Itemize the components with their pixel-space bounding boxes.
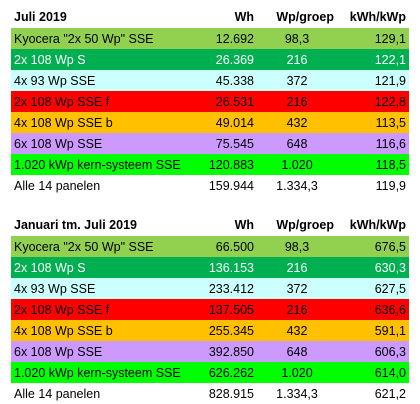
row-label: 2x 108 Wp SSE f bbox=[14, 94, 110, 109]
table-row: Kyocera "2x 50 Wp" SSE 66.500 98,3 676,5 bbox=[11, 236, 409, 257]
row-wh: 159.944 bbox=[208, 178, 254, 193]
column-header-wp-groep: Wp/groep bbox=[276, 218, 334, 232]
period-title: Januari tm. Juli 2019 bbox=[14, 218, 137, 232]
row-label: 4x 108 Wp SSE b bbox=[14, 115, 113, 130]
row-kwh: 676,5 bbox=[374, 239, 406, 254]
row-wh: 233.412 bbox=[208, 281, 254, 296]
table-juli-2019: Juli 2019 Wh Wp/groep kWh/kWp Kyocera "2… bbox=[11, 6, 409, 196]
row-wh: 137.505 bbox=[208, 302, 254, 317]
table-row: 1.020 kWp kern-systeem SSE 626.262 1.020 61… bbox=[11, 362, 409, 383]
table-row: 4x 108 Wp SSE b 255.345 432 591,1 bbox=[11, 320, 409, 341]
row-wh: 26.369 bbox=[215, 52, 254, 67]
row-kwh: 591,1 bbox=[374, 323, 406, 338]
table-row: 6x 108 Wp SSE 392.850 648 606,3 bbox=[11, 341, 409, 362]
row-label: Alle 14 panelen bbox=[14, 178, 101, 193]
row-kwh: 121,9 bbox=[374, 73, 406, 88]
row-wp: 1.020 bbox=[281, 365, 313, 380]
row-kwh: 621,2 bbox=[374, 386, 406, 401]
table-row: Kyocera "2x 50 Wp" SSE 12.692 98,3 129,1 bbox=[11, 28, 409, 49]
row-label: Alle 14 panelen bbox=[14, 386, 101, 401]
row-wh: 626.262 bbox=[208, 365, 254, 380]
row-wh: 392.850 bbox=[208, 344, 254, 359]
table-row: 4x 108 Wp SSE b 49.014 432 113,5 bbox=[11, 112, 409, 133]
table-row: 4x 93 Wp SSE 45.338 372 121,9 bbox=[11, 70, 409, 91]
row-label: 6x 108 Wp SSE bbox=[14, 344, 103, 359]
row-label: 1.020 kWp kern-systeem SSE bbox=[14, 157, 181, 172]
row-kwh: 614,0 bbox=[374, 365, 406, 380]
row-wp: 1.020 bbox=[281, 157, 313, 172]
row-wp: 648 bbox=[286, 136, 308, 151]
row-wh: 26.531 bbox=[215, 94, 254, 109]
row-wp: 216 bbox=[286, 260, 308, 275]
row-wp: 372 bbox=[286, 73, 308, 88]
table-row: 6x 108 Wp SSE 75.545 648 116,6 bbox=[11, 133, 409, 154]
column-header-kwh-kwp: kWh/kWp bbox=[349, 10, 406, 24]
row-wp: 98,3 bbox=[284, 239, 310, 254]
row-kwh: 636,6 bbox=[374, 302, 406, 317]
row-label: Kyocera "2x 50 Wp" SSE bbox=[14, 239, 154, 254]
row-label: 2x 108 Wp SSE f bbox=[14, 302, 110, 317]
table-januari-tm-juli-2019: Januari tm. Juli 2019 Wh Wp/groep kWh/kW… bbox=[11, 214, 409, 404]
row-label: 6x 108 Wp SSE bbox=[14, 136, 103, 151]
table-row: Alle 14 panelen 828.915 1.334,3 621,2 bbox=[11, 383, 409, 404]
table-row: 1.020 kWp kern-systeem SSE 120.883 1.020 11… bbox=[11, 154, 409, 175]
row-kwh: 113,5 bbox=[375, 115, 406, 130]
row-wp: 216 bbox=[286, 52, 308, 67]
spreadsheet: Juli 2019 Wh Wp/groep kWh/kWp Kyocera "2… bbox=[11, 6, 409, 404]
row-label: Kyocera "2x 50 Wp" SSE bbox=[14, 31, 154, 46]
row-kwh: 122,8 bbox=[374, 94, 406, 109]
row-label: 4x 108 Wp SSE b bbox=[14, 323, 113, 338]
table-spacer bbox=[11, 196, 409, 214]
table-header-row: Juli 2019 Wh Wp/groep kWh/kWp bbox=[11, 6, 409, 28]
row-kwh: 630,3 bbox=[374, 260, 406, 275]
column-header-kwh-kwp: kWh/kWp bbox=[349, 218, 406, 232]
row-kwh: 118,5 bbox=[375, 157, 406, 172]
row-kwh: 116,6 bbox=[375, 136, 406, 151]
table-row: 2x 108 Wp S 136.153 216 630,3 bbox=[11, 257, 409, 278]
row-wp: 432 bbox=[286, 115, 308, 130]
table-header-row: Januari tm. Juli 2019 Wh Wp/groep kWh/kW… bbox=[11, 214, 409, 236]
table-row: 4x 93 Wp SSE 233.412 372 627,5 bbox=[11, 278, 409, 299]
table-row: Alle 14 panelen 159.944 1.334,3 119,9 bbox=[11, 175, 409, 196]
row-kwh: 129,1 bbox=[374, 31, 406, 46]
row-wp: 372 bbox=[286, 281, 308, 296]
column-header-wp-groep: Wp/groep bbox=[276, 10, 334, 24]
row-label: 1.020 kWp kern-systeem SSE bbox=[14, 365, 181, 380]
row-wh: 45.338 bbox=[215, 73, 254, 88]
row-wh: 66.500 bbox=[215, 239, 254, 254]
table-row: 2x 108 Wp SSE f 26.531 216 122,8 bbox=[11, 91, 409, 112]
row-label: 2x 108 Wp S bbox=[14, 52, 86, 67]
row-wh: 255.345 bbox=[208, 323, 254, 338]
row-wh: 75.545 bbox=[215, 136, 254, 151]
row-label: 4x 93 Wp SSE bbox=[14, 73, 96, 88]
row-wp: 1.334,3 bbox=[276, 386, 318, 401]
period-title: Juli 2019 bbox=[14, 10, 67, 24]
column-header-wh: Wh bbox=[234, 10, 254, 24]
row-wp: 216 bbox=[286, 302, 308, 317]
table-row: 2x 108 Wp S 26.369 216 122,1 bbox=[11, 49, 409, 70]
row-kwh: 627,5 bbox=[374, 281, 406, 296]
row-wp: 432 bbox=[286, 323, 308, 338]
row-kwh: 119,9 bbox=[375, 178, 406, 193]
row-wp: 98,3 bbox=[284, 31, 310, 46]
row-kwh: 122,1 bbox=[374, 52, 406, 67]
row-wh: 136.153 bbox=[208, 260, 254, 275]
row-wh: 120.883 bbox=[208, 157, 254, 172]
table-row: 2x 108 Wp SSE f 137.505 216 636,6 bbox=[11, 299, 409, 320]
row-wp: 216 bbox=[286, 94, 308, 109]
row-wp: 1.334,3 bbox=[276, 178, 318, 193]
row-kwh: 606,3 bbox=[374, 344, 406, 359]
row-wp: 648 bbox=[286, 344, 308, 359]
row-label: 2x 108 Wp S bbox=[14, 260, 86, 275]
row-label: 4x 93 Wp SSE bbox=[14, 281, 96, 296]
row-wh: 49.014 bbox=[215, 115, 254, 130]
column-header-wh: Wh bbox=[234, 218, 254, 232]
row-wh: 12.692 bbox=[215, 31, 254, 46]
row-wh: 828.915 bbox=[208, 386, 254, 401]
